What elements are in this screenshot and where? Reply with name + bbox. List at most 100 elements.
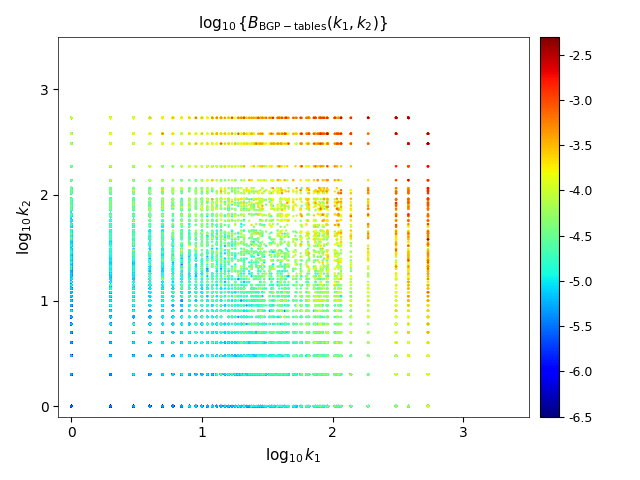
Point [403, 272, 413, 280]
Point [66, 313, 76, 321]
Point [288, 320, 298, 328]
Point [207, 371, 218, 378]
Point [216, 402, 226, 410]
Point [106, 242, 116, 250]
Point [129, 352, 139, 360]
Point [66, 339, 76, 347]
Point [191, 320, 201, 328]
Point [106, 402, 116, 410]
Point [106, 259, 116, 266]
Point [106, 288, 116, 296]
Point [288, 371, 298, 378]
Point [391, 371, 401, 378]
Point [66, 352, 76, 360]
Point [145, 313, 155, 321]
Point [177, 402, 187, 410]
Point [106, 339, 116, 347]
Point [129, 328, 139, 336]
Point [275, 198, 285, 206]
Point [403, 199, 413, 207]
Point [280, 352, 290, 360]
Point [296, 328, 306, 336]
Point [363, 251, 373, 259]
Point [129, 352, 139, 360]
Point [403, 371, 413, 378]
Point [145, 352, 155, 360]
Point [129, 402, 139, 410]
Point [129, 328, 139, 336]
Point [66, 229, 76, 237]
Point [129, 263, 139, 270]
Point [66, 263, 76, 270]
Point [321, 202, 332, 210]
Point [332, 320, 342, 328]
Point [310, 371, 321, 378]
Point [196, 339, 207, 347]
Point [106, 402, 116, 410]
Point [66, 239, 76, 247]
Point [106, 352, 116, 360]
Point [66, 114, 76, 122]
Point [184, 307, 195, 314]
Point [246, 202, 257, 210]
Point [304, 240, 314, 248]
Point [168, 176, 178, 184]
Point [106, 352, 116, 360]
Point [66, 230, 76, 238]
Point [66, 114, 76, 122]
Point [191, 371, 201, 378]
Point [129, 301, 139, 309]
Point [145, 402, 155, 410]
Point [196, 220, 207, 228]
Point [207, 263, 218, 270]
Point [253, 203, 264, 211]
Point [216, 130, 226, 138]
Point [177, 114, 187, 122]
Point [66, 196, 76, 204]
Point [106, 232, 116, 240]
Point [255, 297, 266, 304]
Point [129, 307, 139, 314]
Point [106, 371, 116, 378]
Point [207, 339, 218, 347]
Point [223, 402, 234, 410]
Point [257, 402, 268, 410]
Point [106, 371, 116, 378]
Point [316, 402, 326, 410]
Point [129, 320, 139, 328]
Point [66, 352, 76, 360]
Point [66, 371, 76, 378]
Point [157, 371, 168, 378]
Point [177, 297, 187, 304]
Point [223, 195, 234, 203]
Point [323, 176, 333, 184]
Point [257, 402, 268, 410]
Point [239, 313, 249, 321]
Point [168, 292, 178, 300]
Point [223, 229, 234, 237]
Point [322, 292, 332, 300]
Point [316, 212, 326, 219]
Point [157, 402, 168, 410]
Point [184, 162, 195, 170]
Point [66, 371, 76, 378]
Point [157, 371, 168, 378]
Point [129, 371, 139, 378]
Point [129, 352, 139, 360]
Point [230, 402, 241, 410]
Point [317, 352, 328, 360]
Point [321, 272, 332, 280]
Point [66, 352, 76, 360]
Point [129, 352, 139, 360]
Point [129, 285, 139, 292]
Point [423, 281, 433, 289]
Point [157, 281, 168, 289]
Point [191, 229, 201, 237]
Point [309, 402, 319, 410]
Point [255, 255, 266, 263]
Point [196, 371, 207, 378]
Point [303, 140, 313, 147]
Point [291, 402, 301, 410]
Point [106, 301, 116, 309]
Point [322, 130, 332, 138]
